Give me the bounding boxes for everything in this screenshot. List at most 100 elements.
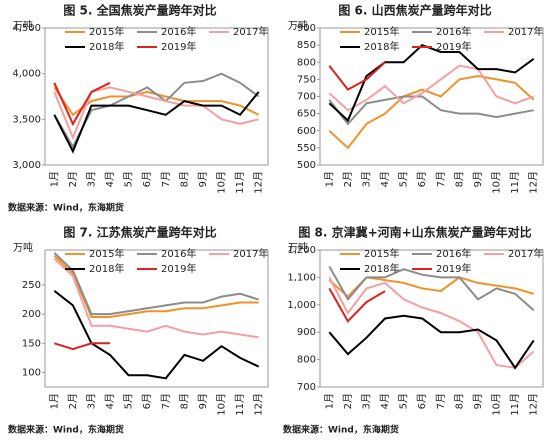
plot-frame	[44, 249, 269, 388]
legend-label: 2016年	[436, 247, 471, 260]
plot-frame	[44, 27, 269, 166]
series-line	[53, 72, 260, 149]
x-tick-label: 7月	[435, 171, 447, 187]
legend-label: 2015年	[89, 25, 124, 38]
x-tick-label: 3月	[360, 393, 372, 409]
x-tick-label: 6月	[416, 171, 428, 187]
legend-label: 2017年	[508, 247, 543, 260]
series-line	[328, 265, 535, 312]
source-note: 数据来源：Wind，东海期货	[8, 202, 124, 214]
y-tick-label: 800	[297, 57, 316, 68]
x-tick-label: 10月	[216, 393, 228, 416]
legend-label: 2019年	[436, 262, 471, 275]
series-line	[53, 257, 259, 339]
y-axis-label: 万吨	[13, 19, 33, 32]
x-tick-label: 12月	[528, 171, 540, 194]
x-tick-label: 11月	[509, 171, 521, 194]
x-tick-label: 4月	[379, 393, 391, 409]
x-tick-label: 5月	[123, 171, 135, 187]
series-line	[328, 287, 386, 323]
x-tick-label: 9月	[472, 171, 484, 187]
x-tick-label: 5月	[398, 171, 410, 187]
x-tick-label: 1月	[48, 393, 60, 409]
y-tick-label: 3,000	[12, 160, 41, 171]
source-note: 数据来源：Wind，东海期货	[283, 424, 399, 436]
chart-title: 图 6. 山西焦炭产量跨年对比	[338, 3, 491, 18]
legend-label: 2018年	[364, 262, 399, 275]
y-tick-label: 1,200	[287, 245, 316, 256]
x-tick-label: 5月	[398, 393, 410, 409]
legend-label: 2015年	[364, 247, 399, 260]
x-tick-label: 2月	[342, 393, 354, 409]
series-line	[328, 314, 535, 370]
legend-label: 2019年	[436, 40, 471, 53]
series-line	[54, 342, 110, 351]
x-tick-label: 3月	[360, 171, 372, 187]
y-tick-label: 200	[22, 309, 41, 320]
y-tick-label: 550	[297, 143, 316, 154]
y-axis-label: 万吨	[288, 241, 308, 254]
x-tick-label: 4月	[379, 171, 391, 187]
y-tick-label: 700	[297, 92, 316, 103]
series-line	[53, 86, 259, 141]
x-tick-label: 5月	[123, 393, 135, 409]
x-tick-label: 9月	[197, 171, 209, 187]
plot-frame	[319, 249, 544, 388]
legend-label: 2015年	[364, 25, 399, 38]
y-tick-label: 900	[297, 327, 316, 338]
x-tick-label: 1月	[323, 393, 335, 409]
chart-title: 图 8. 京津冀+河南+山东焦炭产量跨年对比	[298, 225, 531, 240]
chart-title: 图 7. 江苏焦炭产量跨年对比	[63, 225, 216, 240]
x-tick-label: 1月	[323, 171, 335, 187]
source-note: 数据来源：Wind，东海期货	[8, 424, 124, 436]
y-tick-label: 800	[297, 355, 316, 366]
series-line	[53, 91, 260, 154]
legend-label: 2018年	[89, 262, 124, 275]
x-tick-label: 10月	[491, 393, 503, 416]
x-tick-label: 8月	[178, 393, 190, 409]
y-axis-label: 万吨	[13, 241, 33, 254]
x-tick-label: 11月	[234, 171, 246, 194]
y-tick-label: 600	[297, 126, 316, 137]
x-tick-label: 11月	[509, 393, 521, 416]
y-tick-label: 250	[22, 280, 41, 291]
x-tick-label: 12月	[253, 393, 265, 416]
series-line	[53, 86, 260, 117]
legend-label: 2018年	[89, 40, 124, 53]
x-tick-label: 8月	[178, 171, 190, 187]
y-tick-label: 100	[22, 367, 41, 378]
x-tick-label: 2月	[67, 393, 79, 409]
legend-label: 2017年	[233, 25, 268, 38]
y-tick-label: 650	[297, 109, 316, 120]
y-axis-label: 万吨	[288, 19, 308, 32]
y-tick-label: 1,100	[287, 272, 316, 283]
x-tick-label: 8月	[453, 171, 465, 187]
legend-label: 2019年	[161, 262, 196, 275]
series-line	[53, 290, 260, 380]
x-tick-label: 7月	[435, 393, 447, 409]
x-tick-label: 8月	[453, 393, 465, 409]
series-line	[328, 74, 535, 150]
series-line	[53, 81, 111, 127]
y-tick-label: 500	[297, 160, 316, 171]
x-tick-label: 2月	[342, 171, 354, 187]
y-tick-label: 750	[297, 74, 316, 85]
x-tick-label: 2月	[67, 171, 79, 187]
x-tick-label: 6月	[141, 393, 153, 409]
x-tick-label: 6月	[141, 171, 153, 187]
x-tick-label: 7月	[160, 393, 172, 409]
x-tick-label: 9月	[472, 393, 484, 409]
y-tick-label: 850	[297, 40, 316, 51]
x-tick-label: 12月	[528, 393, 540, 416]
legend-label: 2017年	[233, 247, 268, 260]
x-tick-label: 7月	[160, 171, 172, 187]
y-tick-label: 4,500	[12, 23, 41, 34]
series-line	[328, 61, 386, 91]
legend-label: 2015年	[89, 247, 124, 260]
series-line	[328, 43, 535, 123]
x-tick-label: 11月	[234, 393, 246, 416]
legend-label: 2018年	[364, 40, 399, 53]
series-line	[53, 252, 260, 316]
y-tick-label: 900	[297, 23, 316, 34]
